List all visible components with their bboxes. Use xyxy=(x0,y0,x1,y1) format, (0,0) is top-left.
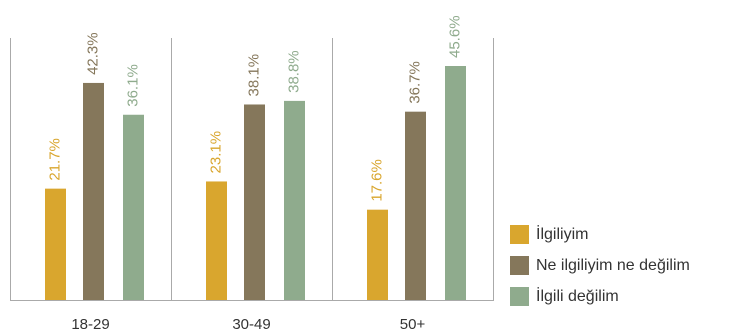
bar-18-29-1 xyxy=(83,82,104,301)
x-tick-label: 30-49 xyxy=(232,316,270,333)
data-label: 45.6% xyxy=(446,15,463,58)
bar-30-49-1 xyxy=(244,104,265,300)
data-label: 36.1% xyxy=(124,64,141,107)
legend-item-ne-ilgiliyim-ne-degilim: Ne ilgiliyim ne değilim xyxy=(510,256,690,275)
data-label: 23.1% xyxy=(207,131,224,174)
x-tick-label: 50+ xyxy=(400,316,426,333)
bar-30-49-2 xyxy=(284,100,305,300)
bar-30-49-0 xyxy=(206,181,227,300)
data-label: 38.8% xyxy=(285,50,302,93)
bar-18-29-2 xyxy=(123,114,144,300)
legend-swatch-ilgili-degilim xyxy=(510,287,529,306)
bar-50+-0 xyxy=(367,209,388,300)
data-label: 36.7% xyxy=(406,61,423,104)
bar-50+-2 xyxy=(445,66,466,300)
bar-50+-1 xyxy=(405,111,426,300)
legend-swatch-ilgiliyim xyxy=(510,225,529,244)
legend-item-ilgili-degilim: İlgili değilim xyxy=(510,287,690,306)
legend-swatch-ne-ilgiliyim-ne-degilim xyxy=(510,256,529,275)
data-label: 42.3% xyxy=(84,32,101,75)
x-tick-label: 18-29 xyxy=(71,316,109,333)
data-label: 17.6% xyxy=(368,159,385,202)
legend: İlgiliyim Ne ilgiliyim ne değilim İlgili… xyxy=(510,225,690,318)
data-label: 21.7% xyxy=(46,138,63,181)
data-label: 38.1% xyxy=(245,54,262,97)
bar-18-29-0 xyxy=(45,188,66,300)
legend-label-ilgili-degilim: İlgili değilim xyxy=(536,287,619,305)
legend-label-ilgiliyim: İlgiliyim xyxy=(536,225,589,243)
legend-label-ne-ilgiliyim-ne-degilim: Ne ilgiliyim ne değilim xyxy=(536,256,690,274)
legend-item-ilgiliyim: İlgiliyim xyxy=(510,225,690,244)
